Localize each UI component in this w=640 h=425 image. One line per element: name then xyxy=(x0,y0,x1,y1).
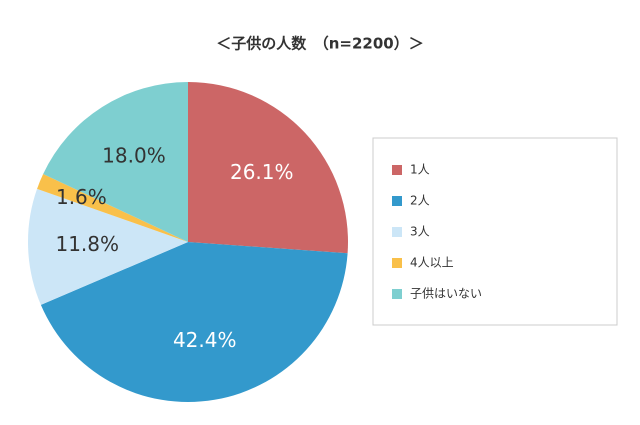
legend-swatch xyxy=(392,289,402,299)
chart-title: ＜子供の人数 （n=2200）＞ xyxy=(216,35,424,53)
legend-label: 3人 xyxy=(410,225,430,239)
legend-label: 子供はいない xyxy=(410,287,482,301)
legend-label: 1人 xyxy=(410,163,430,177)
legend-label: 2人 xyxy=(410,194,430,208)
legend-box xyxy=(372,137,618,326)
legend-label: 4人以上 xyxy=(410,256,454,270)
legend-swatch xyxy=(392,258,402,268)
legend-swatch xyxy=(392,196,402,206)
pie-slice xyxy=(188,82,348,254)
data-label: 42.4% xyxy=(173,328,237,352)
pie-slice xyxy=(37,174,188,242)
legend-swatch xyxy=(392,227,402,237)
pie-slice xyxy=(43,82,189,242)
data-label: 1.6% xyxy=(56,185,107,209)
data-label: 11.8% xyxy=(55,232,119,256)
legend-swatch xyxy=(392,165,402,175)
data-label: 18.0% xyxy=(102,143,166,167)
data-label: 26.1% xyxy=(230,160,294,184)
pie-slice xyxy=(40,242,348,402)
pie-slice xyxy=(27,188,189,305)
